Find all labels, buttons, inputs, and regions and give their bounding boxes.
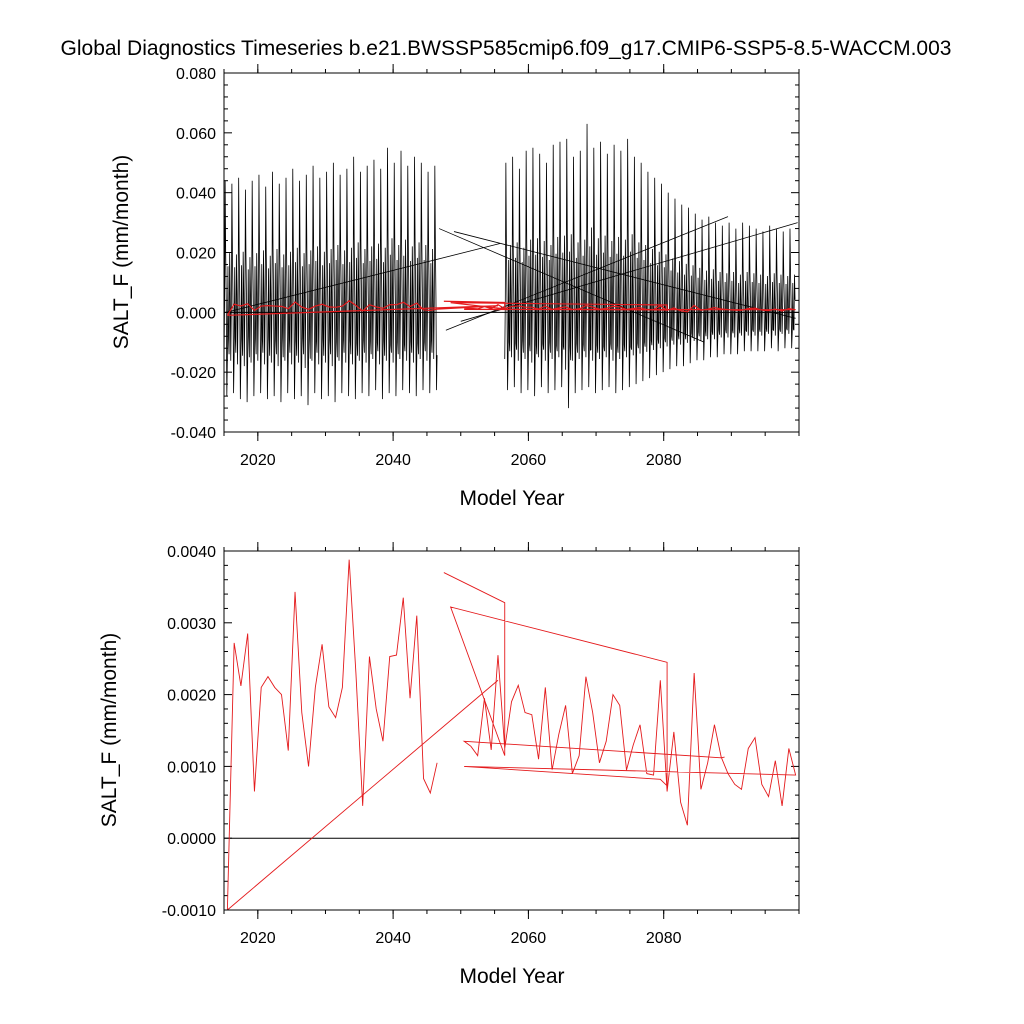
annual-series-line xyxy=(226,299,499,316)
monthly-connector-line xyxy=(453,231,796,319)
y-tick-label: -0.0010 xyxy=(162,903,216,920)
y-tick-label: 0.040 xyxy=(176,186,216,203)
bottom-ylabel: SALT_F (mm/month) xyxy=(98,633,121,827)
monthly-connector-line xyxy=(445,216,729,331)
y-tick-label: 0.020 xyxy=(176,246,216,263)
y-tick-label: 0.0000 xyxy=(167,831,216,848)
annual-late-series-line xyxy=(443,572,797,826)
monthly-connector-line xyxy=(460,222,798,322)
y-tick-label: 0.0030 xyxy=(167,616,216,633)
monthly-series-line xyxy=(223,147,438,406)
x-tick-label: 2040 xyxy=(375,452,411,469)
y-tick-label: 0.0020 xyxy=(167,688,216,705)
y-tick-label: 0.0010 xyxy=(167,759,216,776)
bottom-panel: SALT_F (mm/month) Model Year -0.0010 0.00… xyxy=(98,542,800,988)
y-tick-label: 0.0040 xyxy=(167,544,216,561)
x-tick-label: 2040 xyxy=(375,930,411,947)
x-tick-label: 2060 xyxy=(511,930,547,947)
top-ylabel: SALT_F (mm/month) xyxy=(110,155,133,349)
x-tick-label: 2020 xyxy=(240,930,276,947)
monthly-connector-line xyxy=(225,243,501,313)
x-tick-label: 2020 xyxy=(240,452,276,469)
top-plot-area xyxy=(223,123,799,409)
y-tick-label: 0.080 xyxy=(176,66,216,83)
top-ticks: -0.040 -0.020 0.000 0.020 0.040 0.060 0.080 202… xyxy=(171,64,800,469)
x-tick-label: 2060 xyxy=(511,452,547,469)
x-tick-label: 2080 xyxy=(646,452,682,469)
bottom-plot-area xyxy=(224,559,799,911)
annual-connector-series-line xyxy=(227,679,499,911)
bottom-plot-frame xyxy=(223,550,800,911)
monthly-series-line xyxy=(504,123,796,409)
top-plot-frame xyxy=(223,72,800,433)
y-tick-label: 0.060 xyxy=(176,126,216,143)
chart-title: Global Diagnostics Timeseries b.e21.BWSS… xyxy=(61,37,952,60)
y-tick-label: 0.000 xyxy=(176,305,216,322)
y-tick-label: -0.040 xyxy=(171,425,216,442)
monthly-connector-line xyxy=(438,228,705,343)
annual-series-line-2 xyxy=(443,300,796,313)
x-tick-label: 2080 xyxy=(646,930,682,947)
bottom-ticks: -0.0010 0.0000 0.0010 0.0020 0.0030 0.0040 202… xyxy=(162,542,800,947)
top-xlabel: Model Year xyxy=(459,487,564,510)
annual-series-line xyxy=(226,559,438,911)
top-panel: SALT_F (mm/month) Model Year -0.040 -0.02… xyxy=(110,64,800,510)
y-tick-label: -0.020 xyxy=(171,365,216,382)
bottom-xlabel: Model Year xyxy=(459,965,564,988)
